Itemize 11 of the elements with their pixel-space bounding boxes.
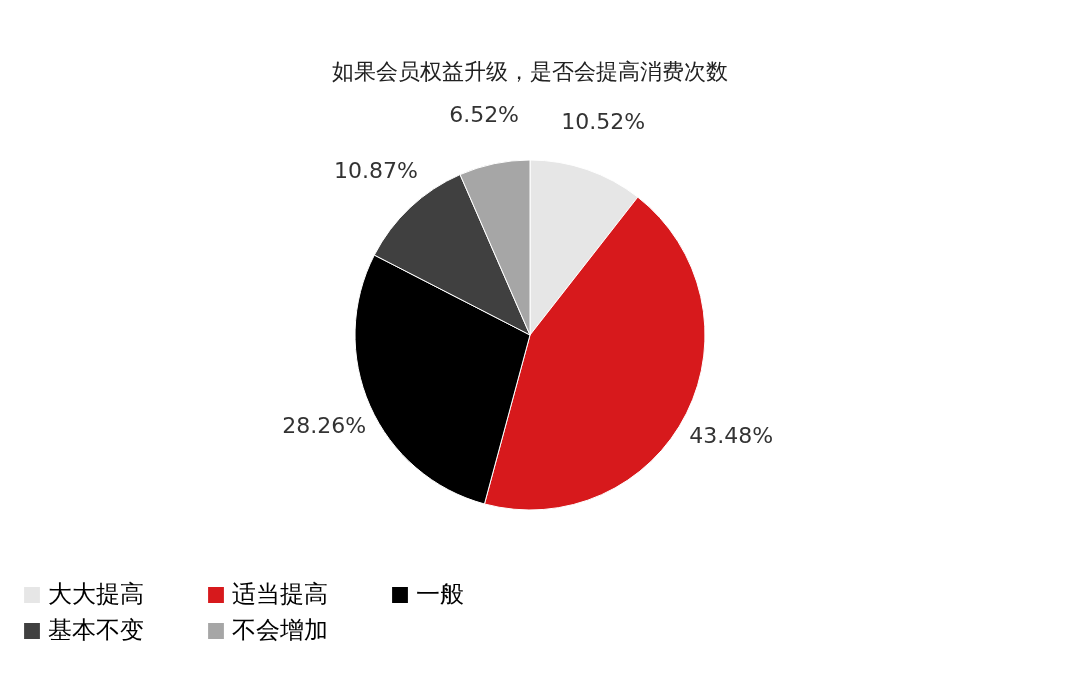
data-label: 10.52% (561, 109, 646, 135)
legend-label: 大大提高 (48, 580, 144, 608)
data-label: 6.52% (449, 101, 520, 127)
data-label: 10.87% (334, 157, 418, 183)
legend-label: 基本不变 (48, 616, 144, 644)
chart-title: 如果会员权益升级，是否会提高消费次数 (332, 58, 728, 84)
data-label: 28.26% (282, 413, 367, 439)
legend-label: 一般 (416, 580, 464, 608)
data-label: 43.48% (689, 422, 774, 448)
legend-label: 适当提高 (232, 580, 328, 608)
legend-label: 不会增加 (232, 616, 328, 644)
